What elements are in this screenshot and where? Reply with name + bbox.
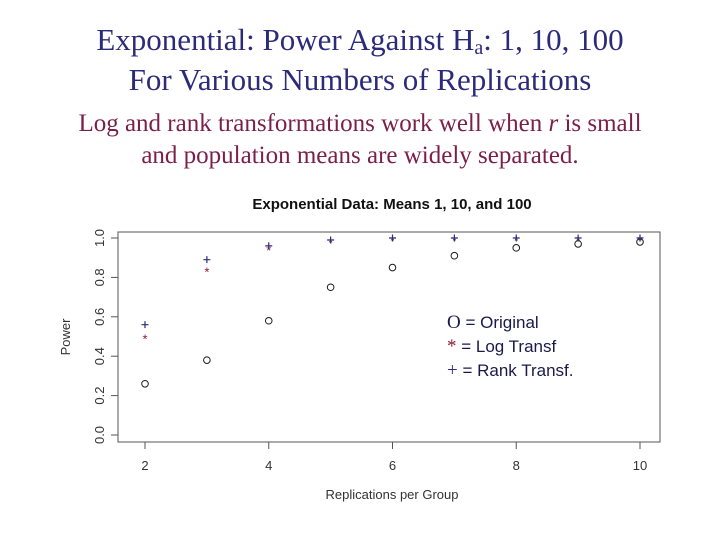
data-point-original [388, 263, 397, 272]
legend-label: = Original [460, 313, 539, 332]
y-tick-label: 0.0 [92, 426, 107, 444]
y-tick-label: 0.8 [92, 268, 107, 286]
data-point-rank [512, 234, 520, 242]
y-tick-label: 0.6 [92, 308, 107, 326]
data-point-original [264, 316, 273, 325]
data-point-rank [203, 256, 211, 264]
y-tick-label: 0.4 [92, 347, 107, 365]
title-text: Exponential: Power Against H [96, 22, 475, 57]
data-point-rank [141, 321, 149, 329]
subtitle-italic: r [548, 110, 559, 137]
title-subscript: a [474, 37, 484, 59]
data-point-original [141, 379, 149, 388]
plot-frame [117, 231, 661, 443]
data-point-original [512, 244, 521, 252]
legend-original: O = Original [447, 312, 539, 334]
legend-rank: + = Rank Transf. [447, 360, 573, 382]
y-tick-label: 1.0 [92, 229, 107, 247]
x-tick-label: 4 [265, 458, 272, 473]
data-point-rank [636, 234, 644, 242]
y-axis-label: Power [58, 318, 73, 356]
x-tick-label: 6 [389, 458, 396, 473]
legend-label: = Log Transf [456, 337, 557, 356]
x-tick-label: 10 [633, 458, 647, 473]
x-tick-label: 8 [513, 458, 520, 473]
subtitle-text: Log and rank transformations work well w… [78, 110, 549, 137]
legend-symbol: + [447, 360, 458, 381]
subtitle-text-end: is small [558, 110, 642, 137]
data-point-log: * [266, 243, 271, 258]
data-point-original [203, 356, 211, 364]
y-tick-label: 0.2 [92, 387, 107, 405]
data-point-original [450, 251, 459, 260]
legend-symbol: * [447, 336, 457, 357]
legend-symbol: O [447, 312, 461, 333]
x-tick-label: 2 [141, 458, 148, 473]
chart-title: Exponential Data: Means 1, 10, and 100 [252, 196, 531, 213]
legend-log: * = Log Transf [447, 336, 556, 358]
slide-title-line2: For Various Numbers of Replications [128, 62, 592, 97]
data-point-rank [574, 234, 582, 242]
legend-label: = Rank Transf. [457, 361, 574, 380]
data-point-original [326, 283, 335, 292]
slide-title-line1: Exponential: Power Against Ha: 1, 10, 10… [0, 22, 720, 58]
subtitle-line2: and population means are widely separate… [141, 142, 579, 169]
x-axis-label: Replications per Group [326, 487, 459, 502]
title-text-end: : 1, 10, 100 [483, 22, 624, 57]
data-point-log: * [204, 265, 209, 280]
data-point-rank [265, 242, 273, 250]
data-point-rank [450, 234, 458, 242]
data-point-log: * [142, 332, 147, 347]
subtitle-line1: Log and rank transformations work well w… [0, 108, 720, 139]
data-point-rank [327, 236, 335, 244]
data-point-rank [389, 234, 396, 242]
